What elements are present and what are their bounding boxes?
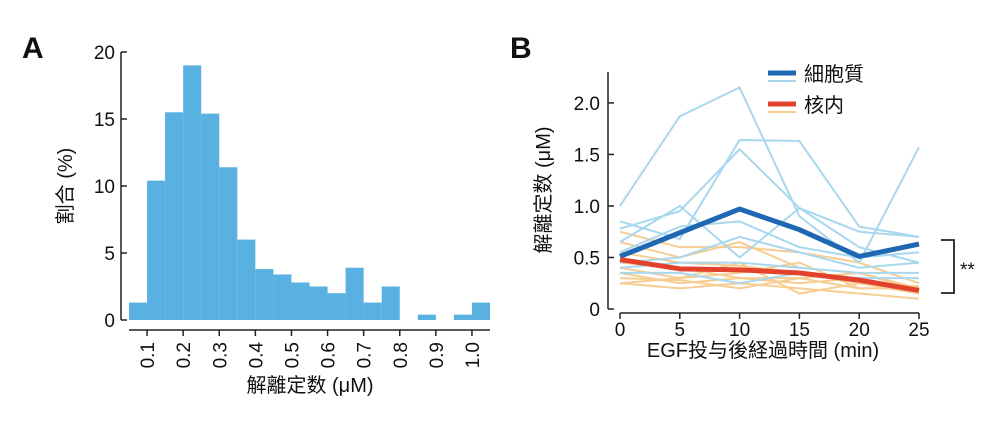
histogram-bar — [346, 268, 364, 320]
histogram-y-tick-label: 10 — [94, 177, 115, 198]
histogram-bar — [273, 274, 291, 320]
histogram-x-tick-label: 0.4 — [246, 342, 267, 369]
legend-label: 細胞質 — [804, 63, 864, 86]
histogram-bar — [328, 293, 346, 320]
line-chart-x-tick-label: 10 — [729, 320, 750, 341]
histogram-x-tick-label: 0.8 — [391, 342, 412, 368]
histogram-bar — [165, 112, 183, 320]
line-chart-y-tick-label: 0 — [589, 300, 600, 321]
line-chart: EGF投与後経過時間 (min) 解離定数 (μM) 0 0.5 1.0 1.5 2.0… — [532, 63, 975, 362]
line-chart-y-tick-label: 2.0 — [574, 94, 600, 115]
line-chart-y-tick-label: 1.0 — [574, 197, 600, 218]
histogram-y-tick-label: 5 — [104, 244, 115, 265]
histogram-x-tick-label: 0.6 — [319, 342, 340, 368]
histogram-x-tick-label: 0.7 — [355, 342, 376, 368]
histogram-chart: 解離定数 (μM) 割合 (%) 0 5 10 15 20 0.1 0.2 0.3 0.4 0.5… — [54, 43, 490, 397]
histogram-bar — [255, 269, 273, 320]
histogram-bar — [201, 114, 219, 320]
line-chart-xlabel: EGF投与後経過時間 (min) — [647, 339, 879, 362]
histogram-x-tick-label: 0.3 — [210, 342, 231, 368]
line-chart-x-tick-label: 0 — [615, 320, 626, 341]
histogram-bar — [129, 303, 147, 320]
histogram-bar — [183, 65, 201, 320]
line-chart-x-tick-label: 15 — [789, 320, 810, 341]
line-chart-y-tick-label: 0.5 — [574, 248, 600, 269]
histogram-x-tick-label: 0.5 — [282, 342, 303, 368]
histogram-x-tick-label: 0.9 — [427, 342, 448, 368]
histogram-x-tick-label: 1.0 — [463, 342, 484, 368]
significance-bracket — [941, 240, 954, 293]
histogram-bar — [310, 287, 328, 321]
histogram-bar — [454, 315, 472, 320]
line-chart-ylabel: 解離定数 (μM) — [532, 126, 555, 253]
histogram-bar — [364, 303, 382, 320]
histogram-xlabel: 解離定数 (μM) — [246, 374, 373, 397]
panel-label-a: A — [22, 32, 44, 65]
panel-label-b: B — [510, 32, 532, 65]
histogram-bar — [472, 303, 490, 320]
histogram-bar — [418, 315, 436, 320]
cytoplasm-individual-line — [620, 140, 919, 239]
line-chart-y-tick-label: 1.5 — [574, 145, 600, 166]
histogram-y-tick-label: 0 — [104, 311, 115, 332]
significance-label: ** — [960, 260, 975, 281]
histogram-ylabel: 割合 (%) — [54, 148, 77, 225]
legend-label: 核内 — [804, 94, 844, 117]
figure-svg: A B 解離定数 (μM) 割合 (%) 0 5 10 15 20 0.1 0.2 0.3 0.… — [0, 0, 1000, 417]
histogram-bar — [147, 181, 165, 320]
histogram-x-tick-label: 0.2 — [174, 342, 195, 368]
line-chart-x-tick-label: 25 — [908, 320, 929, 341]
figure: A B 解離定数 (μM) 割合 (%) 0 5 10 15 20 0.1 0.2 0.3 0.… — [0, 0, 1000, 417]
histogram-y-tick-label: 20 — [94, 43, 115, 64]
histogram-y-tick-label: 15 — [94, 110, 115, 131]
histogram-bar — [219, 167, 237, 320]
line-chart-x-tick-label: 20 — [849, 320, 870, 341]
histogram-bar — [237, 240, 255, 320]
histogram-bar — [382, 287, 400, 321]
histogram-x-tick-label: 0.1 — [138, 342, 159, 368]
histogram-bar — [291, 282, 309, 320]
line-chart-x-tick-label: 5 — [675, 320, 686, 341]
